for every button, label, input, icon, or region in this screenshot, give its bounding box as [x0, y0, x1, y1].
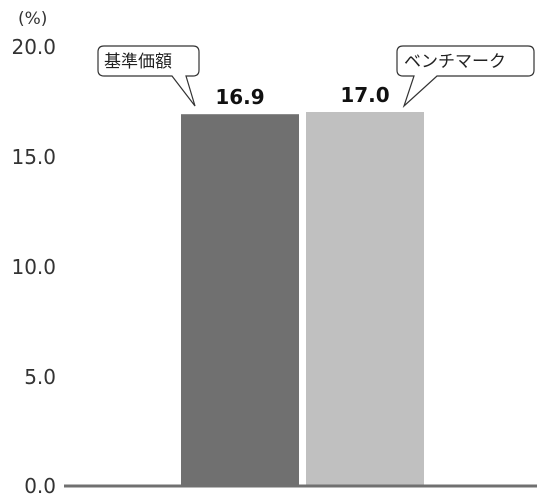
callout-bubble [97, 45, 200, 107]
y-axis-unit-label: (%) [18, 9, 47, 29]
callout-base-price: 基準価額 [97, 45, 200, 107]
y-tick-label-0: 0.0 [24, 474, 56, 495]
y-tick-label-4: 20.0 [11, 35, 56, 59]
callout-benchmark: ベンチマーク [396, 45, 535, 108]
y-tick-label-2: 10.0 [11, 255, 56, 279]
y-tick-label-3: 15.0 [11, 145, 56, 169]
callout-bubble [396, 45, 535, 108]
value-label-benchmark: 17.0 [340, 83, 389, 107]
category-label-benchmark: ベンチマーク [404, 52, 506, 72]
bar-base-price [181, 114, 299, 486]
category-label-base-price: 基準価額 [104, 52, 172, 72]
value-label-base-price: 16.9 [215, 85, 264, 109]
y-axis-tick-labels: 0.0 5.0 10.0 15.0 20.0 [11, 35, 56, 495]
bar-benchmark [306, 112, 424, 486]
y-tick-label-1: 5.0 [24, 365, 56, 389]
